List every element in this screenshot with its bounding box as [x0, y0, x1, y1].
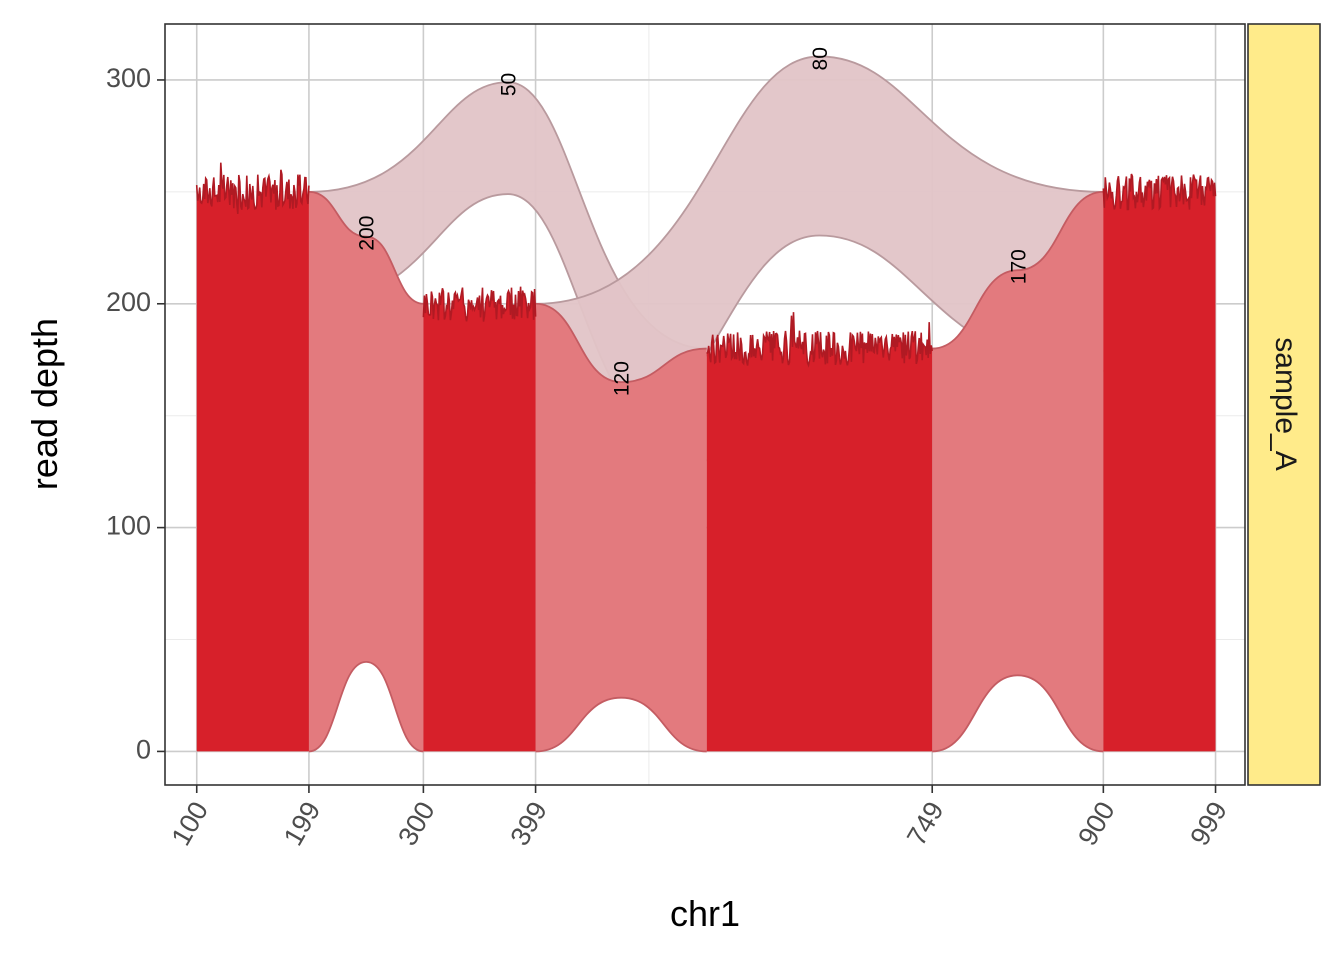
- junction-arc-120: [535, 303, 707, 752]
- x-axis-title: chr1: [670, 893, 740, 934]
- junction-arc-edge: [535, 302, 707, 384]
- panel-border: [164, 23, 1246, 786]
- y-tick-label: 100: [106, 511, 151, 541]
- coverage-block: [706, 312, 933, 752]
- facet-strip-label: sample_A: [1269, 337, 1302, 470]
- junction-arc-edge: [535, 55, 1104, 305]
- lower-junctions: [308, 190, 1104, 753]
- junction-arc-170: [932, 191, 1104, 752]
- junction-labels: 200 120 170 50 80: [356, 47, 1031, 396]
- coverage-block: [196, 162, 309, 752]
- coverage-block-edge: [1102, 173, 1217, 211]
- y-tick-label: 300: [106, 63, 151, 93]
- y-tick-label: 200: [106, 287, 151, 317]
- junction-arc-edge: [308, 190, 424, 305]
- junction-arc-edge: [308, 660, 424, 753]
- junction-label: 200: [356, 216, 379, 251]
- coverage-block-edge: [422, 286, 537, 322]
- junction-label: 120: [611, 361, 634, 396]
- junction-label: 170: [1007, 249, 1030, 284]
- junction-arc-edge: [932, 190, 1104, 350]
- facet-strip: sample_A: [1247, 23, 1321, 786]
- coverage-block-edge: [706, 312, 933, 368]
- facet-strip-background: [1247, 23, 1321, 786]
- junction-label: 80: [809, 47, 832, 70]
- coverage-blocks: [195, 162, 1217, 752]
- y-axis-title: read depth: [24, 318, 65, 490]
- junction-label: 50: [497, 73, 520, 96]
- coverage-block-edge: [195, 162, 310, 214]
- junction-arc-200: [308, 191, 424, 752]
- coverage-block: [423, 286, 536, 752]
- y-tick-label: 0: [136, 735, 151, 765]
- junction-arc-edge: [932, 674, 1104, 753]
- junction-arc-edge: [535, 696, 707, 753]
- coverage-block: [1103, 174, 1216, 752]
